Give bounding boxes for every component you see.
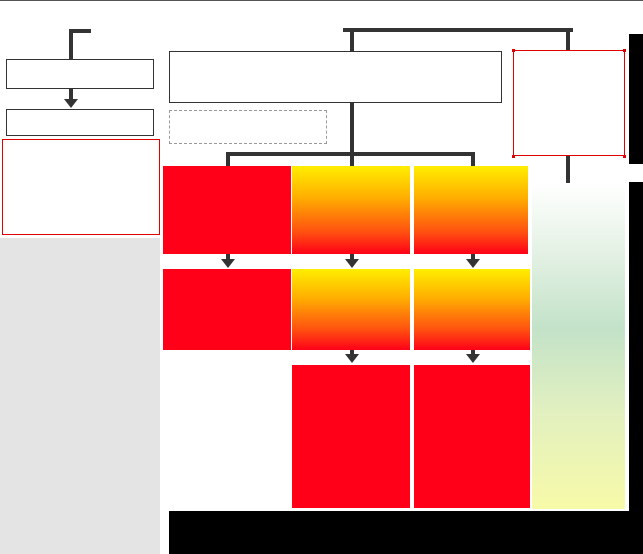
arrow-stem-1 [226,254,230,259]
right-red-outline-box [513,50,625,156]
left-second-box [6,109,154,136]
corner-handle [623,49,626,52]
top-branch-v-main [350,28,354,51]
gradient-box-4 [414,269,530,350]
left-top-connector-v [69,29,73,59]
left-gray-panel [0,238,160,554]
gradient-box-3 [292,269,410,350]
down-arrow-3 [466,259,480,268]
down-arrow-5 [466,354,480,363]
left-top-box [6,59,154,89]
right-box-connector [566,156,570,186]
main-down-connector [350,103,354,154]
red-box-1 [163,166,291,254]
right-black-bar-upper [629,34,643,164]
arrow-stem-3 [471,254,475,259]
top-rule [0,0,643,1]
top-branch-v-right [566,28,570,50]
red-box-3 [292,365,410,508]
red-box-2 [163,269,291,350]
branch-v-1 [226,152,230,167]
left-mid-connector [69,89,73,99]
corner-handle [512,155,515,158]
bottom-black-bar [169,511,643,554]
branch-v-3 [471,152,475,167]
gradient-box-1 [292,166,410,254]
right-black-bar-lower [629,182,643,512]
branch-v-2 [350,152,354,167]
left-top-connector-h [69,29,91,33]
corner-handle [623,155,626,158]
down-arrow-1 [221,259,235,268]
top-branch-h [343,28,573,32]
left-red-outline-box [2,139,160,235]
arrow-stem-2 [350,254,354,259]
red-box-4 [414,365,530,508]
dashed-box [169,110,327,144]
right-green-panel [532,183,625,509]
gradient-box-2 [414,166,528,254]
down-arrow-2 [345,259,359,268]
arrow-stem-5 [471,350,475,354]
main-box [169,51,502,103]
arrow-stem-4 [350,350,354,354]
left-mid-arrow [64,99,78,108]
down-arrow-4 [345,354,359,363]
corner-handle [512,49,515,52]
